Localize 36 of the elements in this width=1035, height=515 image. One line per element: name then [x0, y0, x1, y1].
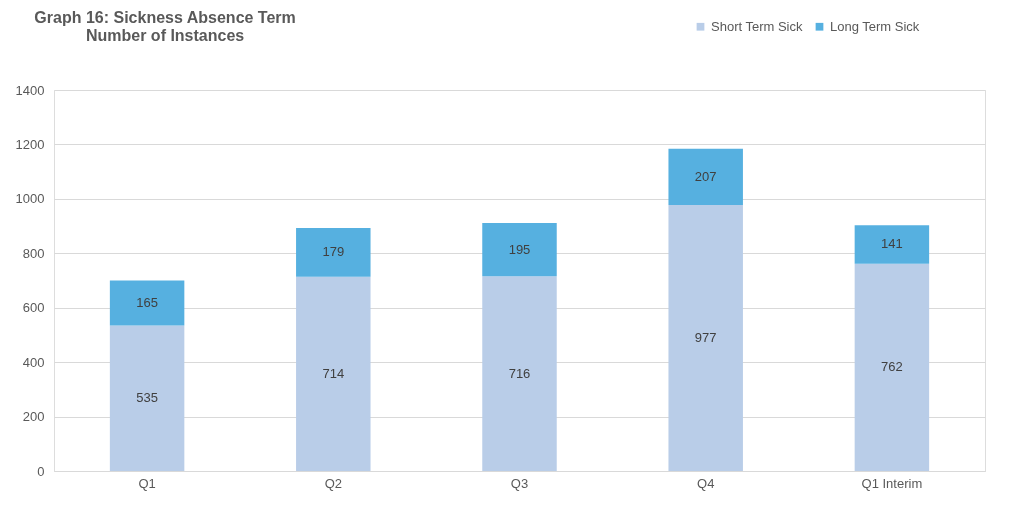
legend-label: Long Term Sick [830, 18, 920, 34]
chart-title: Graph 16: Sickness Absence Term Number of Instances [34, 9, 296, 44]
y-tick-label: 400 [22, 354, 45, 370]
data-label: 195 [508, 241, 531, 257]
y-tick-label: 1400 [15, 82, 45, 98]
data-label: 762 [881, 359, 903, 375]
bar [482, 223, 557, 277]
y-tick-label: 1000 [15, 191, 45, 207]
bar [482, 276, 557, 471]
y-tick-label: 200 [22, 409, 45, 425]
data-label: 141 [881, 236, 903, 252]
legend-label: Short Term Sick [711, 18, 804, 34]
bar [854, 225, 930, 264]
bar [668, 205, 743, 471]
bar [296, 276, 371, 471]
bar [109, 280, 185, 326]
x-tick-label: Q2 [324, 475, 342, 491]
data-label: 179 [322, 244, 345, 260]
bar [668, 148, 743, 206]
x-tick-label: Q3 [510, 475, 529, 491]
y-tick-label: 600 [22, 300, 45, 316]
data-label: 535 [136, 390, 158, 406]
y-tick-label: 800 [22, 245, 45, 261]
data-label: 165 [136, 294, 158, 310]
bar [109, 325, 185, 471]
data-label: 977 [694, 330, 717, 346]
bar [296, 227, 371, 277]
x-tick-label: Q4 [697, 475, 715, 491]
x-tick-label: Q1 Interim [861, 475, 923, 491]
x-tick-label: Q1 [138, 475, 156, 491]
y-tick-label: 1200 [15, 136, 45, 152]
bar [854, 263, 930, 471]
data-label: 716 [508, 365, 531, 381]
y-tick-label: 0 [37, 463, 45, 479]
data-label: 714 [322, 365, 345, 381]
data-label: 207 [694, 168, 717, 184]
